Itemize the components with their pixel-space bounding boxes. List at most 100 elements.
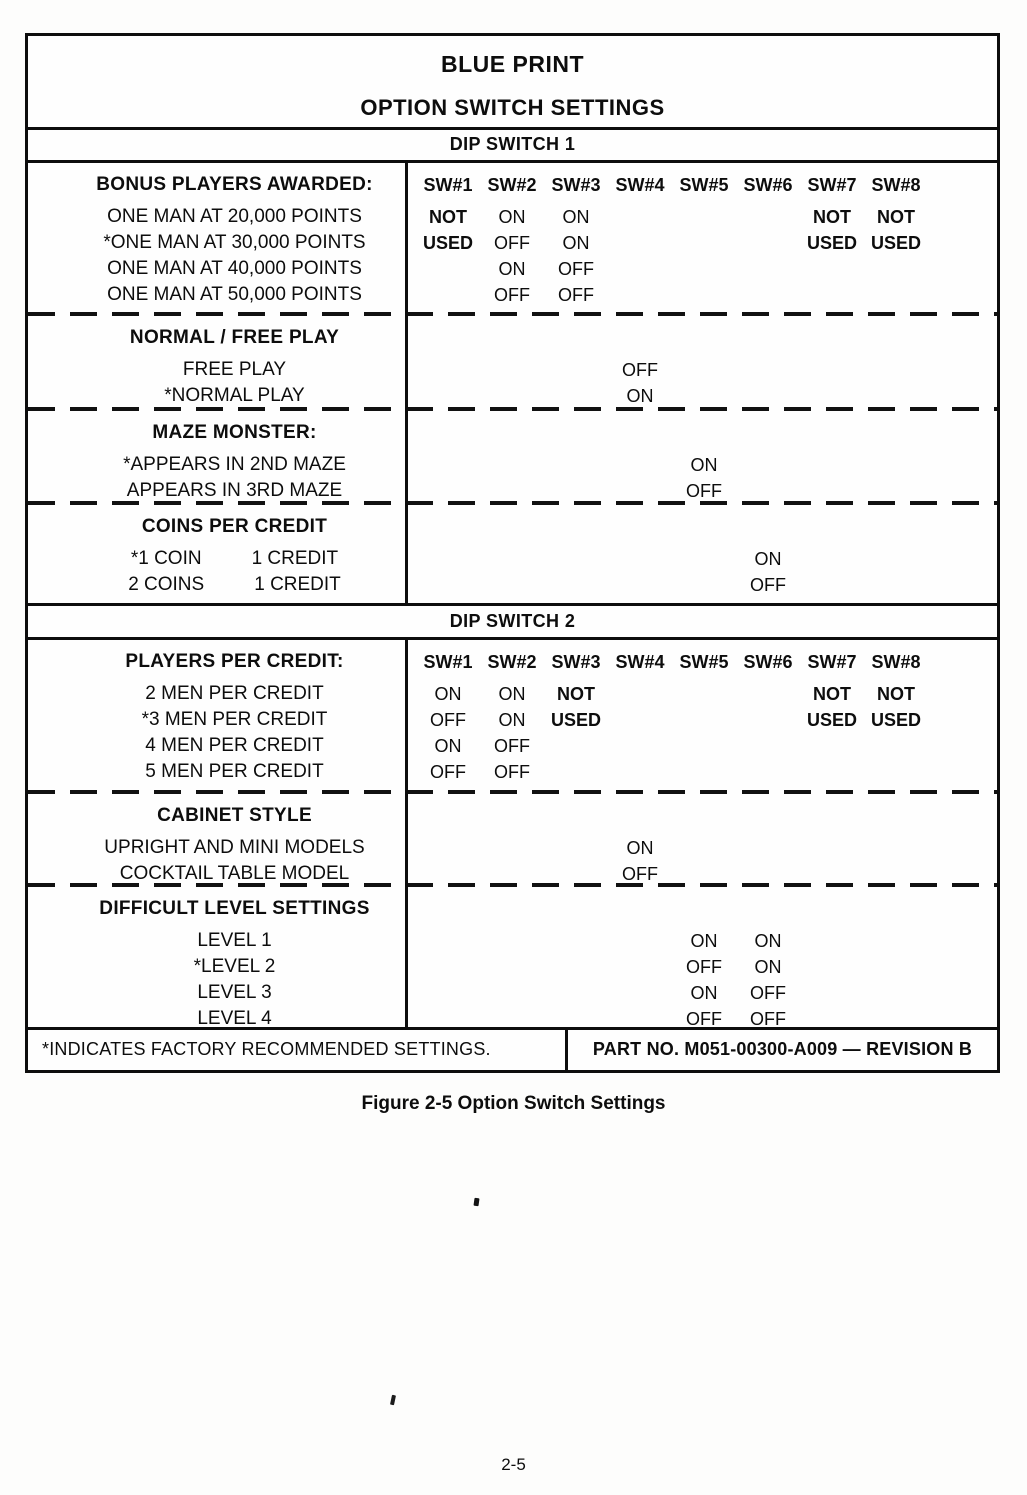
page-number: 2-5 [501,1455,526,1474]
switch-column-header: SW#1 [423,651,473,672]
option-row: LEVEL 1 [197,929,272,951]
option-row: 2 COINS 1 CREDIT [64,572,405,598]
switch-column-header: SW#6 [743,174,793,195]
switch-settings-cell: ON OFF ON OFF ON ON OFF OFF [408,887,997,1029]
coin-count: 2 COINS [128,574,205,596]
dashed-divider [28,789,997,794]
switch-settings-cell: ON OFF [408,505,997,603]
option-row: LEVEL 3 [197,981,272,1003]
table-footer: *INDICATES FACTORY RECOMMENDED SETTINGS.… [28,1026,997,1070]
switch-value: ON [434,735,462,756]
figure-caption: Figure 2-5 Option Switch Settings [361,1093,666,1114]
switch-settings-cell: ON OFF [408,411,997,506]
option-row: 5 MEN PER CREDIT [145,760,324,782]
switch-column-header: SW#2 [487,651,537,672]
dip-switch-2-header: DIP SWITCH 2 [28,602,997,640]
switch-header-row: SW#1 SW#2 SW#3 SW#4 SW#5 SW#6 SW#7 SW#8 [416,163,997,197]
switch-column-header: SW#5 [679,651,729,672]
switch-value: ON [690,930,718,951]
switch-column-header: SW#5 [679,174,729,195]
switch-value: ON [498,683,526,704]
table-subtitle: OPTION SWITCH SETTINGS [360,95,665,120]
switch-column-header: SW#3 [551,651,601,672]
dashed-divider [28,882,997,887]
section-heading: BONUS PLAYERS AWARDED: [96,173,373,195]
option-row: *ONE MAN AT 30,000 POINTS [103,231,366,253]
footnote: *INDICATES FACTORY RECOMMENDED SETTINGS. [28,1029,568,1070]
section-label-cell: PLAYERS PER CREDIT: 2 MEN PER CREDIT *3 … [28,639,408,794]
switch-column-header: SW#7 [807,651,857,672]
switch-settings-cell: OFF ON [408,316,997,411]
switch-column-header: SW#4 [615,174,665,195]
dashed-divider [28,501,997,506]
sw6-column: ON ON OFF OFF [736,928,800,1032]
switch-value: ON [434,683,462,704]
switch-values-grid: ON OFF [416,411,997,504]
switch-values-grid: OFF ON [416,316,997,409]
switch-column-header: SW#6 [743,651,793,672]
dip-switch-1-header: DIP SWITCH 1 [28,126,997,163]
switch-header-row: SW#1 SW#2 SW#3 SW#4 SW#5 SW#6 SW#7 SW#8 [416,640,997,674]
sw2-column: ON ON OFF OFF [480,681,544,785]
section-heading: DIFFICULT LEVEL SETTINGS [99,897,370,919]
switch-value: OFF [750,982,786,1003]
switch-value: OFF [686,956,722,977]
option-row: ONE MAN AT 40,000 POINTS [107,257,362,279]
not-used-label: NOT USED [806,206,857,253]
switch-value: OFF [686,480,722,501]
section-difficulty: DIFFICULT LEVEL SETTINGS LEVEL 1 *LEVEL … [28,886,997,1029]
switch-value: OFF [494,284,530,305]
scan-speck [473,1197,480,1207]
sw8-column: NOT USED [864,681,928,785]
table-title-box: BLUE PRINT OPTION SWITCH SETTINGS [28,36,997,127]
switch-values-grid: NOT USED ON OFF ON OFF ON ON OFF OFF [416,204,997,308]
sw1-column: ON OFF ON OFF [416,681,480,785]
switch-value: OFF [622,359,658,380]
switch-value: ON [626,385,654,406]
switch-value: ON [690,454,718,475]
switch-value: OFF [622,863,658,884]
switch-settings-cell: SW#1 SW#2 SW#3 SW#4 SW#5 SW#6 SW#7 SW#8 … [408,640,997,794]
option-row: ONE MAN AT 20,000 POINTS [107,205,362,227]
section-heading: CABINET STYLE [157,804,312,826]
section-heading: PLAYERS PER CREDIT: [125,650,344,672]
sw5-column: ON OFF ON OFF [672,928,736,1032]
section-label-cell: NORMAL / FREE PLAY FREE PLAY *NORMAL PLA… [28,315,408,411]
credit-count: 1 CREDIT [254,574,341,596]
switch-value: OFF [430,709,466,730]
option-row: 4 MEN PER CREDIT [145,734,324,756]
section-heading: NORMAL / FREE PLAY [129,326,340,348]
switch-value: OFF [558,284,594,305]
switch-value: ON [754,930,782,951]
not-used-label: NOT USED [806,683,857,730]
section-maze-monster: MAZE MONSTER: *APPEARS IN 2ND MAZE APPEA… [28,410,997,506]
option-row: *NORMAL PLAY [164,384,305,406]
section-play-mode: NORMAL / FREE PLAY FREE PLAY *NORMAL PLA… [28,315,997,411]
switch-values-grid: ON OFF [416,794,997,887]
switch-value: ON [626,837,654,858]
option-row: 2 MEN PER CREDIT [145,682,324,704]
option-row: ONE MAN AT 50,000 POINTS [107,283,362,305]
sw7-column: NOT USED [800,681,864,785]
option-switch-table: BLUE PRINT OPTION SWITCH SETTINGS DIP SW… [25,33,1000,1073]
switch-value: OFF [686,1008,722,1029]
switch-value: OFF [494,761,530,782]
switch-value: ON [690,982,718,1003]
scan-speck [390,1394,396,1406]
switch-column-header: SW#1 [423,174,473,195]
part-number: PART NO. M051-00300-A009 — REVISION B [592,1039,973,1060]
sw6-column: ON OFF [736,546,800,598]
sw5-column: ON OFF [672,452,736,504]
sw2-column: ON OFF ON OFF [480,204,544,308]
sw3-column: NOT USED [544,681,608,785]
not-used-label: NOT USED [870,683,921,730]
switch-column-header: SW#7 [807,174,857,195]
section-label-cell: MAZE MONSTER: *APPEARS IN 2ND MAZE APPEA… [28,410,408,506]
not-used-label: NOT USED [422,206,473,253]
switch-values-grid: ON OFF ON OFF ON ON OFF OFF NOT USED [416,681,997,785]
sw3-column: ON ON OFF OFF [544,204,608,308]
game-title: BLUE PRINT [441,51,584,77]
switch-value: OFF [558,258,594,279]
switch-value: ON [498,709,526,730]
section-label-cell: CABINET STYLE UPRIGHT AND MINI MODELS CO… [28,793,408,887]
